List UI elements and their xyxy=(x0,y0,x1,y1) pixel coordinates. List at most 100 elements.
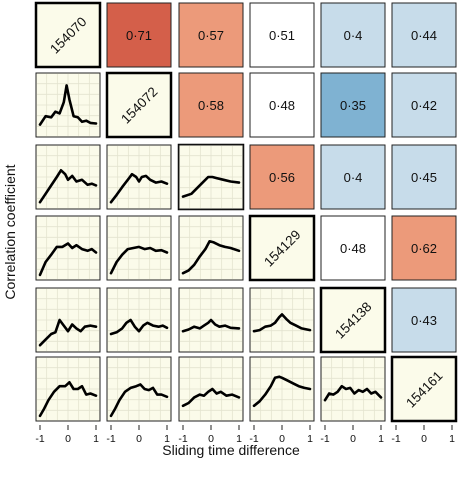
cross-correlation-line xyxy=(252,375,312,408)
x-tick-label: -1 xyxy=(249,433,258,445)
x-tick-label: 1 xyxy=(307,433,313,445)
correlation-value: 0·4 xyxy=(344,28,363,43)
x-tick-label: 1 xyxy=(93,433,99,445)
correlation-value: 0·43 xyxy=(411,313,437,328)
correlation-value: 0·4 xyxy=(344,170,363,185)
y-axis-title-wrapper: Correlation coefficient xyxy=(0,0,20,478)
correlation-value: 0·45 xyxy=(411,170,437,185)
correlation-tile-bg xyxy=(391,144,457,210)
correlation-value: 0·58 xyxy=(198,98,224,113)
correlation-tile: 0·42 xyxy=(391,72,457,138)
correlation-tile: 0·57 xyxy=(178,2,244,68)
x-tick-label: 1 xyxy=(378,433,384,445)
correlation-tile-bg xyxy=(249,144,315,210)
curve-panel xyxy=(35,356,101,422)
curve-panel xyxy=(178,356,244,422)
cross-correlation-line xyxy=(181,318,241,333)
correlation-tile: 0·58 xyxy=(178,72,244,138)
cross-correlation-line xyxy=(38,242,98,277)
curve-panel xyxy=(35,287,101,353)
cross-correlation-line xyxy=(109,318,169,336)
correlation-tile: 0·71 xyxy=(106,2,172,68)
diagonal-label-box: 154070 xyxy=(34,1,102,69)
correlation-tile: 0·4 xyxy=(320,2,386,68)
correlation-tile-bg xyxy=(391,72,457,138)
correlation-value: 0·44 xyxy=(411,28,437,43)
correlation-tile-bg xyxy=(106,2,172,68)
x-tick-label: -1 xyxy=(391,433,400,445)
curve-panel xyxy=(106,215,172,281)
curve-panel xyxy=(249,287,315,353)
diagonal-label-box: 154129 xyxy=(248,214,316,282)
curve-panel xyxy=(35,72,101,138)
cross-correlation-line xyxy=(181,387,241,408)
curve-panel xyxy=(178,215,244,281)
correlation-tile: 0·48 xyxy=(249,72,315,138)
correlation-tile: 0·56 xyxy=(249,144,315,210)
x-axis-title: Sliding time difference xyxy=(162,442,300,458)
correlation-tile-bg xyxy=(178,72,244,138)
correlation-tile: 0·51 xyxy=(249,2,315,68)
diagonal-label-frame xyxy=(319,286,387,354)
correlation-tile: 0·4 xyxy=(320,144,386,210)
curve-panel xyxy=(249,356,315,422)
x-tick-label: -1 xyxy=(320,433,329,445)
curve-panel xyxy=(106,356,172,422)
x-tick-label: 1 xyxy=(236,433,242,445)
cross-correlation-line xyxy=(38,169,98,204)
curve-panel xyxy=(106,287,172,353)
correlation-value: 0·62 xyxy=(411,241,437,256)
curve-panel xyxy=(178,144,244,210)
x-tick-label: -1 xyxy=(35,433,44,445)
correlation-tile: 0·43 xyxy=(391,287,457,353)
x-tick-label: 0 xyxy=(421,433,427,445)
cross-correlation-line xyxy=(181,240,241,275)
diagonal-label-box: 154072 xyxy=(105,71,173,139)
correlation-value: 0·57 xyxy=(198,28,224,43)
x-tick-label: 0 xyxy=(65,433,71,445)
curve-panel xyxy=(35,144,101,210)
curve-panel xyxy=(35,215,101,281)
correlation-tile-bg xyxy=(320,2,386,68)
correlation-value: 0·42 xyxy=(411,98,437,113)
curve-panel xyxy=(178,287,244,353)
correlation-value: 0·51 xyxy=(269,28,295,43)
correlation-tile-bg xyxy=(320,144,386,210)
correlation-tile: 0·45 xyxy=(391,144,457,210)
correlation-value: 0·48 xyxy=(340,241,366,256)
correlation-tile-bg xyxy=(391,215,457,281)
correlation-tile-bg xyxy=(320,72,386,138)
x-tick-label: 0 xyxy=(350,433,356,445)
x-tick-label: -1 xyxy=(106,433,115,445)
correlation-tile-bg xyxy=(249,72,315,138)
y-axis-title: Correlation coefficient xyxy=(2,164,18,300)
x-tick-label: 1 xyxy=(449,433,455,445)
correlation-tile: 0·35 xyxy=(320,72,386,138)
correlation-tile-bg xyxy=(178,2,244,68)
correlation-value: 0·56 xyxy=(269,170,295,185)
cross-correlation-line xyxy=(38,84,98,126)
correlation-tile-bg xyxy=(249,2,315,68)
diagonal-label-frame xyxy=(248,214,316,282)
x-tick-label: 0 xyxy=(136,433,142,445)
cross-correlation-line xyxy=(109,172,169,204)
curve-panel xyxy=(106,144,172,210)
panel-grid: 1540701540721541231541291541381541610·71… xyxy=(34,1,458,423)
x-tick-label: -1 xyxy=(178,433,187,445)
cross-correlation-line xyxy=(109,245,169,275)
curve-panel xyxy=(320,356,386,422)
correlation-tile: 0·48 xyxy=(320,215,386,281)
diagonal-label-frame xyxy=(105,71,173,139)
correlation-tile: 0·44 xyxy=(391,2,457,68)
correlation-tile-bg xyxy=(391,287,457,353)
x-axis: -1 0 1 -1 0 1 -1 0 1 -1 0 1 -1 0 1 -1 0 1 xyxy=(35,425,455,445)
cross-correlation-line xyxy=(252,313,312,333)
correlation-value: 0·35 xyxy=(340,98,366,113)
correlation-tile-bg xyxy=(391,2,457,68)
diagonal-label-box: 154161 xyxy=(390,355,458,423)
correlation-value: 0·71 xyxy=(126,28,152,43)
x-tick-label: 0 xyxy=(279,433,285,445)
cross-correlation-line xyxy=(323,384,383,402)
correlation-tile: 0·62 xyxy=(391,215,457,281)
diagonal-label-box: 154138 xyxy=(319,286,387,354)
